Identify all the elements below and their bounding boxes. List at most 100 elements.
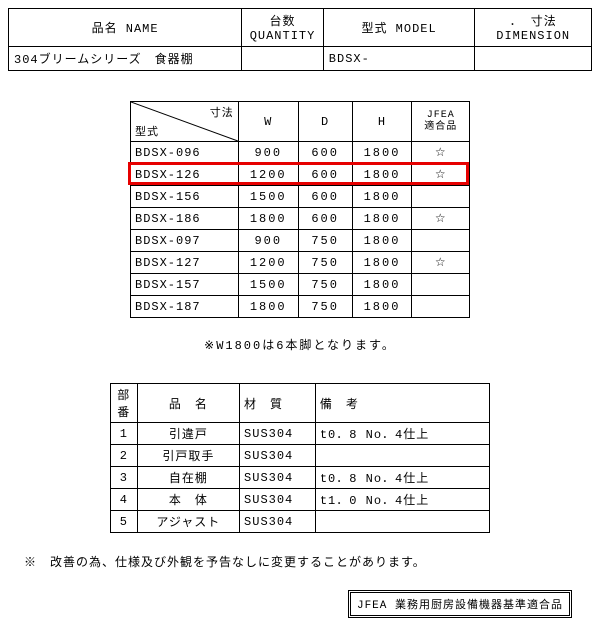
parts-cell-material: SUS304 <box>240 489 316 511</box>
parts-cell-no: 4 <box>111 489 138 511</box>
parts-cell-name: 引戸取手 <box>137 445 239 467</box>
spec-cell-model: BDSX-187 <box>131 296 239 318</box>
parts-row: 3自在棚SUS304t0．8 No．4仕上 <box>111 467 490 489</box>
spec-row: BDSX-12712007501800☆ <box>131 252 470 274</box>
spec-row: BDSX-12612006001800☆ <box>131 164 470 186</box>
header-label-name: 品名 NAME <box>9 9 242 47</box>
parts-cell-remark: t0．8 No．4仕上 <box>315 467 489 489</box>
spec-cell-jfea: ☆ <box>412 208 470 230</box>
parts-cell-material: SUS304 <box>240 445 316 467</box>
spec-cell-model: BDSX-096 <box>131 142 239 164</box>
parts-cell-remark: t1．0 No．4仕上 <box>315 489 489 511</box>
spec-cell-jfea <box>412 186 470 208</box>
spec-cell-model: BDSX-097 <box>131 230 239 252</box>
parts-cell-name: 自在棚 <box>137 467 239 489</box>
spec-cell-model: BDSX-126 <box>131 164 239 186</box>
spec-cell-w: 1800 <box>238 296 298 318</box>
spec-table-wrapper: 寸法 型式 W D H JFEA 適合品 BDSX-0969006001800☆… <box>130 101 470 318</box>
spec-cell-jfea <box>412 274 470 296</box>
note-2: ※ 改善の為、仕様及び外観を予告なしに変更することがあります。 <box>24 553 592 570</box>
header-value-dimension <box>475 47 592 71</box>
spec-cell-d: 750 <box>298 296 352 318</box>
spec-cell-d: 600 <box>298 186 352 208</box>
spec-head-h: H <box>352 102 412 142</box>
parts-head-name: 品 名 <box>137 384 239 423</box>
parts-cell-material: SUS304 <box>240 423 316 445</box>
parts-cell-name: 引違戸 <box>137 423 239 445</box>
header-label-model: 型式 MODEL <box>323 9 475 47</box>
spec-cell-h: 1800 <box>352 274 412 296</box>
header-value-name: 304ブリームシリーズ 食器棚 <box>9 47 242 71</box>
parts-table: 部番 品 名 材 質 備 考 1引違戸SUS304t0．8 No．4仕上2引戸取… <box>110 383 490 533</box>
spec-cell-model: BDSX-186 <box>131 208 239 230</box>
spec-cell-model: BDSX-156 <box>131 186 239 208</box>
parts-head-material: 材 質 <box>240 384 316 423</box>
spec-cell-model: BDSX-157 <box>131 274 239 296</box>
spec-row: BDSX-0969006001800☆ <box>131 142 470 164</box>
spec-cell-h: 1800 <box>352 230 412 252</box>
parts-cell-no: 5 <box>111 511 138 533</box>
spec-row: BDSX-18618006001800☆ <box>131 208 470 230</box>
parts-cell-name: 本 体 <box>137 489 239 511</box>
spec-cell-h: 1800 <box>352 252 412 274</box>
note-1: ※W1800は6本脚となります。 <box>8 336 592 353</box>
parts-cell-name: アジャスト <box>137 511 239 533</box>
parts-cell-no: 1 <box>111 423 138 445</box>
parts-row: 1引違戸SUS304t0．8 No．4仕上 <box>111 423 490 445</box>
spec-head-diagonal: 寸法 型式 <box>131 102 239 142</box>
spec-table: 寸法 型式 W D H JFEA 適合品 BDSX-0969006001800☆… <box>130 101 470 318</box>
spec-cell-w: 1500 <box>238 274 298 296</box>
spec-cell-d: 600 <box>298 142 352 164</box>
spec-cell-d: 750 <box>298 252 352 274</box>
spec-row: BDSX-18718007501800 <box>131 296 470 318</box>
spec-cell-h: 1800 <box>352 296 412 318</box>
spec-cell-w: 1500 <box>238 186 298 208</box>
header-label-dimension: ． 寸法 DIMENSION <box>475 9 592 47</box>
spec-cell-jfea: ☆ <box>412 164 470 186</box>
parts-cell-material: SUS304 <box>240 511 316 533</box>
spec-cell-jfea: ☆ <box>412 252 470 274</box>
header-table: 品名 NAME 台数 QUANTITY 型式 MODEL ． 寸法 DIMENS… <box>8 8 592 71</box>
parts-cell-no: 2 <box>111 445 138 467</box>
spec-cell-jfea <box>412 296 470 318</box>
parts-head-no: 部番 <box>111 384 138 423</box>
spec-cell-jfea <box>412 230 470 252</box>
bullet: ． <box>510 15 523 29</box>
header-value-quantity <box>242 47 324 71</box>
spec-cell-jfea: ☆ <box>412 142 470 164</box>
spec-cell-model: BDSX-127 <box>131 252 239 274</box>
parts-head-remark: 備 考 <box>315 384 489 423</box>
header-value-model: BDSX- <box>323 47 475 71</box>
parts-cell-material: SUS304 <box>240 467 316 489</box>
spec-cell-w: 1200 <box>238 164 298 186</box>
spec-cell-h: 1800 <box>352 208 412 230</box>
spec-cell-h: 1800 <box>352 186 412 208</box>
parts-row: 2引戸取手SUS304 <box>111 445 490 467</box>
spec-row: BDSX-15715007501800 <box>131 274 470 296</box>
header-label-quantity: 台数 QUANTITY <box>242 9 324 47</box>
spec-cell-w: 1800 <box>238 208 298 230</box>
spec-cell-d: 750 <box>298 230 352 252</box>
spec-cell-w: 900 <box>238 230 298 252</box>
parts-row: 4本 体SUS304t1．0 No．4仕上 <box>111 489 490 511</box>
spec-head-d: D <box>298 102 352 142</box>
spec-cell-d: 750 <box>298 274 352 296</box>
parts-cell-no: 3 <box>111 467 138 489</box>
parts-row: 5アジャストSUS304 <box>111 511 490 533</box>
spec-row: BDSX-0979007501800 <box>131 230 470 252</box>
spec-cell-d: 600 <box>298 164 352 186</box>
spec-diag-top: 寸法 <box>210 104 234 120</box>
spec-cell-d: 600 <box>298 208 352 230</box>
spec-head-jfea: JFEA 適合品 <box>412 102 470 142</box>
spec-diag-bottom: 型式 <box>135 123 159 139</box>
spec-cell-h: 1800 <box>352 164 412 186</box>
spec-cell-w: 900 <box>238 142 298 164</box>
spec-cell-h: 1800 <box>352 142 412 164</box>
jfea-mark: JFEA 業務用厨房設備機器基準適合品 <box>348 590 572 618</box>
parts-cell-remark: t0．8 No．4仕上 <box>315 423 489 445</box>
spec-row: BDSX-15615006001800 <box>131 186 470 208</box>
spec-cell-w: 1200 <box>238 252 298 274</box>
parts-cell-remark <box>315 511 489 533</box>
parts-cell-remark <box>315 445 489 467</box>
spec-head-w: W <box>238 102 298 142</box>
